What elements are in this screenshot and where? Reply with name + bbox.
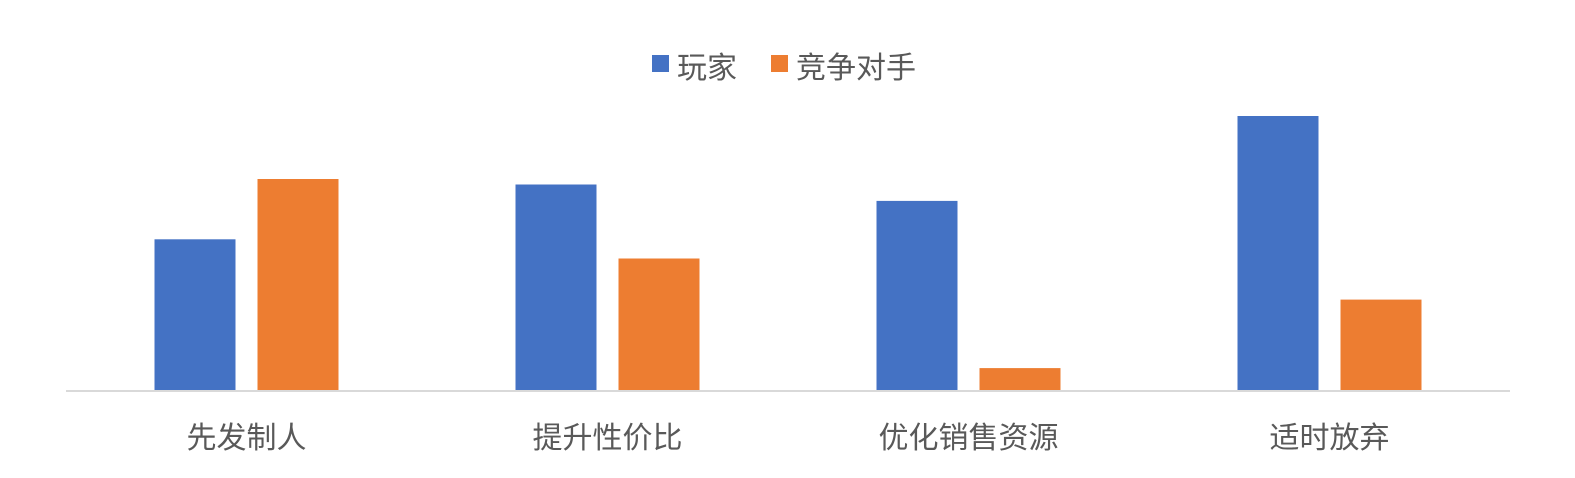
legend-swatch-series-0 [652, 55, 669, 72]
bars [154, 116, 1422, 390]
legend-label-series-1: 竞争对手 [796, 51, 916, 86]
x-tick-label: 适时放弃 [1270, 421, 1390, 456]
legend: 玩家 竞争对手 [652, 51, 916, 86]
legend-swatch-series-1 [771, 55, 788, 72]
x-tick-label: 先发制人 [187, 421, 307, 456]
x-tick-labels: 先发制人 提升性价比 优化销售资源 适时放弃 [187, 421, 1390, 456]
bar-series-1-cat-3 [1340, 299, 1422, 390]
bar-series-0-cat-1 [515, 184, 597, 390]
bar-series-0-cat-0 [154, 239, 236, 390]
x-tick-label: 提升性价比 [533, 421, 683, 456]
bar-series-0-cat-2 [876, 200, 958, 390]
bar-series-1-cat-0 [257, 179, 339, 390]
bar-series-1-cat-2 [979, 368, 1061, 390]
legend-label-series-0: 玩家 [677, 51, 737, 86]
bar-series-0-cat-3 [1237, 116, 1319, 390]
x-tick-label: 优化销售资源 [879, 421, 1059, 456]
bar-series-1-cat-1 [618, 258, 700, 390]
